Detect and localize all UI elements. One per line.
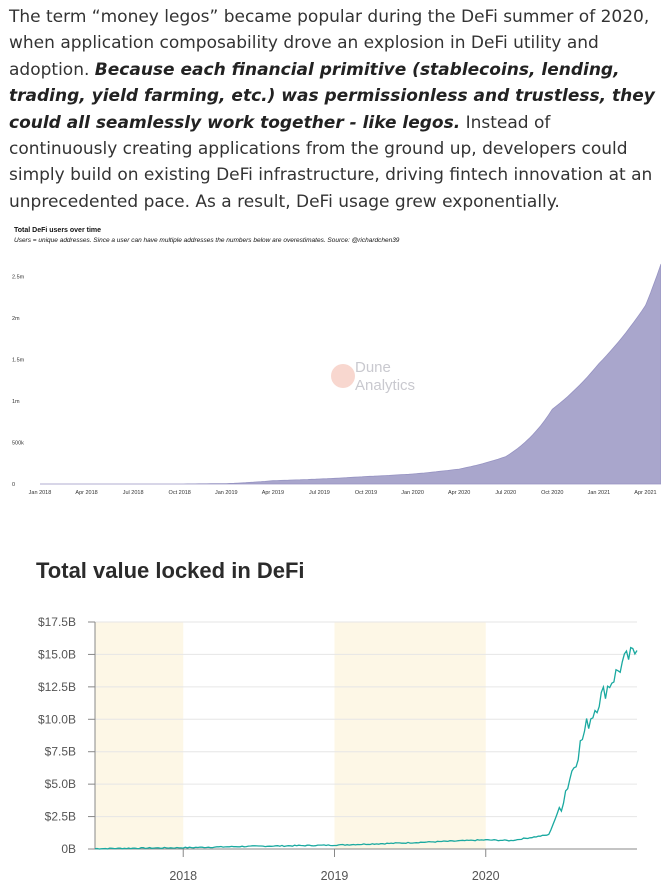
- article-rest: Instead of continuously creating applica…: [9, 112, 653, 212]
- y-tick-label: $7.5B: [45, 745, 76, 759]
- x-tick-label: 2018: [169, 869, 197, 883]
- y-tick-label: 2.5m: [12, 274, 25, 280]
- y-tick-label: 1.5m: [12, 357, 25, 363]
- x-tick-label: Apr 2020: [448, 490, 470, 496]
- y-tick-label: 500k: [12, 440, 24, 446]
- y-tick-label: $15.0B: [38, 647, 76, 661]
- x-tick-label: Apr 2019: [262, 490, 284, 496]
- year-band: [334, 622, 486, 849]
- users-area: [40, 263, 661, 485]
- x-tick-label: Apr 2021: [634, 490, 656, 496]
- tvl-line: [94, 646, 638, 850]
- x-tick-label: Jan 2019: [215, 490, 238, 496]
- tvl-chart-svg: 0B $2.5B $5.0B $7.5B $10.0B $12.5B $15.0B $17.5…: [38, 615, 638, 883]
- y-tick-label: $2.5B: [45, 810, 76, 824]
- y-tick-label: 1m: [12, 399, 20, 405]
- x-tick-label: Jul 2020: [495, 490, 516, 496]
- y-tick-label: $12.5B: [38, 680, 76, 694]
- watermark-text: Analytics: [355, 377, 415, 394]
- x-tick-label: Oct 2018: [169, 490, 191, 496]
- watermark-text: Dune: [355, 359, 391, 376]
- article-sentence-1: The term “money legos” became popular du…: [9, 7, 650, 80]
- chart-title: Total DeFi users over time: [14, 227, 102, 234]
- article-emphasis: Because each financial primitive (stable…: [9, 59, 655, 133]
- x-tick-label: 2019: [321, 869, 349, 883]
- x-tick-label: Jul 2019: [309, 490, 330, 496]
- y-tick-label: $10.0B: [38, 712, 76, 726]
- x-tick-label: Jul 2018: [123, 490, 144, 496]
- y-tick-label: 2m: [12, 316, 20, 322]
- tvl-chart-title: Total value locked in DeFi: [36, 558, 305, 583]
- x-tick-label: Jan 2018: [29, 490, 52, 496]
- y-tick-label: 0: [12, 482, 15, 488]
- x-tick-label: 2020: [472, 869, 500, 883]
- y-tick-label: 0B: [61, 842, 76, 856]
- x-tick-label: Oct 2019: [355, 490, 377, 496]
- watermark-logo-icon: [331, 364, 355, 388]
- chart-subtitle: Users = unique addresses. Since a user c…: [14, 237, 400, 244]
- x-tick-label: Apr 2018: [75, 490, 97, 496]
- defi-users-chart: Total DeFi users over time Users = uniqu…: [9, 222, 661, 510]
- x-tick-label: Jan 2020: [401, 490, 424, 496]
- y-tick-label: $5.0B: [45, 777, 76, 791]
- article-paragraph: The term “money legos” became popular du…: [9, 4, 659, 215]
- y-tick-label: $17.5B: [38, 615, 76, 629]
- year-band: [95, 622, 184, 849]
- x-tick-label: Jan 2021: [588, 490, 611, 496]
- x-tick-label: Oct 2020: [541, 490, 563, 496]
